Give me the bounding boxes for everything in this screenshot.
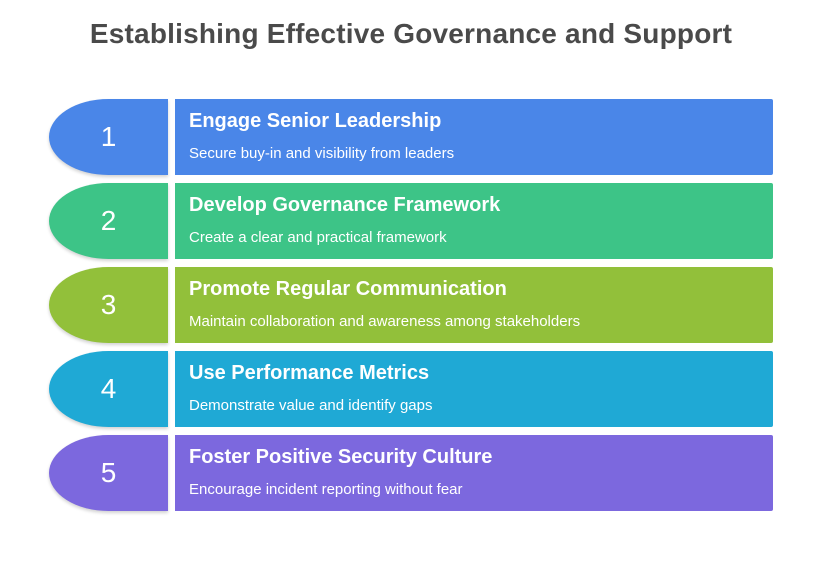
step-subtitle: Demonstrate value and identify gaps — [189, 397, 433, 414]
step-number: 3 — [100, 289, 117, 320]
page-title: Establishing Effective Governance and Su… — [89, 18, 733, 49]
step-bar: Promote Regular Communication Maintain c… — [175, 267, 773, 343]
step-number: 5 — [100, 457, 117, 488]
step-bar: Develop Governance Framework Create a cl… — [175, 183, 773, 259]
step-bar: Foster Positive Security Culture Encoura… — [175, 435, 773, 511]
step-row-5: 5 Foster Positive Security Culture Encou… — [49, 435, 773, 511]
step-subtitle: Secure buy-in and visibility from leader… — [189, 145, 455, 162]
step-row-3: 3 Promote Regular Communication Maintain… — [49, 267, 773, 343]
step-number-badge: 3 — [49, 267, 168, 343]
step-subtitle: Create a clear and practical framework — [189, 229, 447, 246]
step-number-badge: 2 — [49, 183, 168, 259]
step-subtitle: Encourage incident reporting without fea… — [189, 481, 463, 498]
step-row-2: 2 Develop Governance Framework Create a … — [49, 183, 773, 259]
step-number-badge: 4 — [49, 351, 168, 427]
step-number-badge: 5 — [49, 435, 168, 511]
step-number: 2 — [100, 205, 117, 236]
step-number: 4 — [100, 373, 117, 404]
step-title: Develop Governance Framework — [189, 194, 501, 216]
step-title: Engage Senior Leadership — [189, 110, 442, 132]
step-number-badge: 1 — [49, 99, 168, 175]
step-title: Foster Positive Security Culture — [189, 446, 493, 468]
step-title: Promote Regular Communication — [189, 278, 507, 300]
step-row-4: 4 Use Performance Metrics Demonstrate va… — [49, 351, 773, 427]
step-subtitle: Maintain collaboration and awareness amo… — [189, 313, 581, 330]
steps-list: 1 Engage Senior Leadership Secure buy-in… — [49, 99, 773, 511]
step-row-1: 1 Engage Senior Leadership Secure buy-in… — [49, 99, 773, 175]
step-number: 1 — [100, 121, 117, 152]
step-title: Use Performance Metrics — [189, 362, 430, 384]
step-bar: Use Performance Metrics Demonstrate valu… — [175, 351, 773, 427]
step-bar: Engage Senior Leadership Secure buy-in a… — [175, 99, 773, 175]
